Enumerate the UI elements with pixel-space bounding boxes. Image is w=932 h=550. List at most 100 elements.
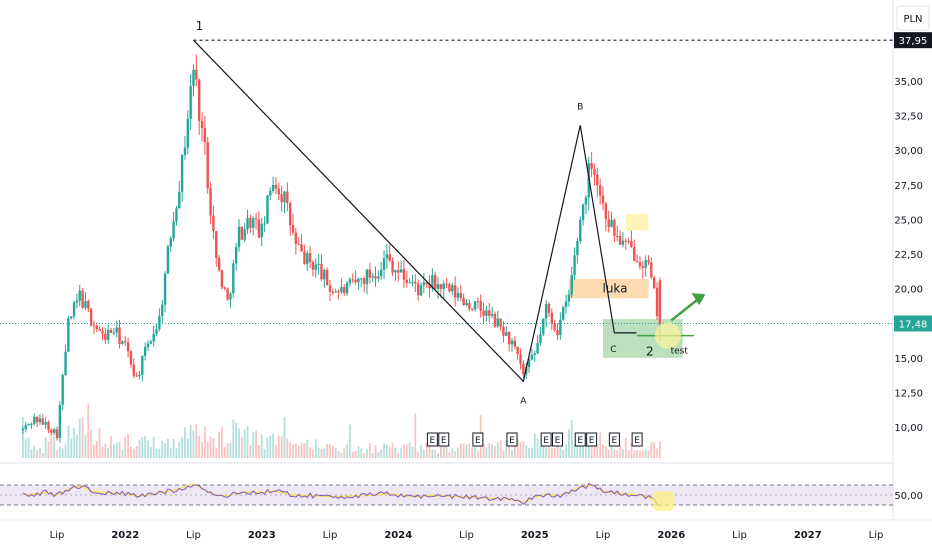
current-price-label[interactable]: 17,48 xyxy=(894,315,932,332)
candle-body xyxy=(172,221,175,239)
volume-bar xyxy=(442,446,445,458)
gap-zone[interactable] xyxy=(568,278,649,299)
earnings-marker[interactable]: E xyxy=(506,432,518,447)
earnings-marker[interactable]: E xyxy=(438,432,450,447)
earnings-marker[interactable]: E xyxy=(574,432,586,447)
volume-bar xyxy=(147,440,149,458)
volume-bar xyxy=(64,443,67,458)
candle-body xyxy=(627,240,630,242)
candle-body xyxy=(70,316,73,319)
candle-body xyxy=(189,85,192,119)
x-tick-label: 2022 xyxy=(111,530,139,541)
volume-bar xyxy=(414,413,417,458)
resistance-zone[interactable] xyxy=(625,213,649,231)
volume-bar xyxy=(340,453,343,458)
volume-bar xyxy=(337,451,340,458)
wave-lines[interactable] xyxy=(193,39,615,383)
volume-bar xyxy=(258,444,260,458)
candle-body xyxy=(243,229,246,240)
volume-bar xyxy=(21,417,24,458)
candle-body xyxy=(635,261,639,263)
candle-body xyxy=(129,351,133,365)
candle-body xyxy=(368,269,372,278)
earnings-marker-label: E xyxy=(634,436,640,446)
volume-bar xyxy=(289,442,292,458)
volume-bar xyxy=(44,437,47,458)
candle-body xyxy=(323,269,326,280)
earnings-marker[interactable]: E xyxy=(426,432,438,447)
earnings-marker[interactable]: E xyxy=(586,432,598,447)
candle-body xyxy=(166,246,170,274)
volume-bar xyxy=(357,446,360,458)
candle-body xyxy=(479,301,482,311)
x-tick-label: 2027 xyxy=(794,530,822,541)
volume-bar xyxy=(639,450,641,458)
volume-bar xyxy=(277,435,280,458)
candle-body xyxy=(473,301,477,310)
volume-bar xyxy=(656,448,658,458)
candle-body xyxy=(331,291,335,293)
volume-bar xyxy=(223,446,226,458)
candle-body xyxy=(175,208,178,222)
volume-bar xyxy=(499,440,502,458)
volume-bar xyxy=(252,432,255,458)
candle-body xyxy=(155,329,158,334)
candle-body xyxy=(109,329,113,334)
candle-body xyxy=(84,301,87,308)
volume-bar xyxy=(548,447,550,458)
candle-body xyxy=(41,418,44,425)
volume-bar xyxy=(30,449,33,458)
x-tick-label: Lip xyxy=(732,530,747,541)
volume-bar xyxy=(343,448,346,458)
volume-bar xyxy=(624,438,627,458)
volume-bar xyxy=(454,451,457,458)
candle-body xyxy=(516,346,519,355)
volume-bar xyxy=(459,443,462,458)
earnings-marker[interactable]: E xyxy=(540,432,552,447)
y-tick-label: 35,00 xyxy=(894,77,923,88)
volume-bar xyxy=(368,442,371,458)
candle-body xyxy=(143,347,147,356)
x-tick-label: 2023 xyxy=(248,530,276,541)
earnings-marker[interactable]: E xyxy=(472,432,484,447)
candle-body xyxy=(451,285,454,292)
candle-body xyxy=(354,279,357,283)
candle-body xyxy=(92,325,96,327)
y-tick-label: 10,00 xyxy=(894,423,923,434)
volume-bar xyxy=(431,449,434,458)
volume-bar xyxy=(539,446,542,458)
bullish-arrow-head[interactable] xyxy=(691,293,706,306)
candle-body xyxy=(507,331,511,345)
volume-bar xyxy=(474,446,476,458)
candle-body xyxy=(337,291,340,293)
volume-bar xyxy=(428,442,431,458)
candle-body xyxy=(106,329,110,340)
candle-body xyxy=(209,188,212,216)
candle-body xyxy=(252,218,255,228)
candle-body xyxy=(408,282,411,284)
earnings-marker[interactable]: E xyxy=(552,432,563,447)
candle-body xyxy=(419,285,423,296)
volume-bar xyxy=(167,438,169,458)
candle-body xyxy=(652,277,656,288)
candle-body xyxy=(348,279,352,283)
candle-body xyxy=(519,354,522,364)
currency-label[interactable]: PLN xyxy=(896,5,930,31)
candle-body xyxy=(98,329,101,331)
candle-body xyxy=(453,285,457,298)
test-label: test xyxy=(671,346,689,356)
volume-bar xyxy=(604,446,607,458)
candle-body xyxy=(496,318,499,327)
earnings-marker[interactable]: E xyxy=(608,432,620,447)
volume-bar xyxy=(599,432,602,458)
y-tick-label: 32,50 xyxy=(894,112,923,123)
earnings-marker[interactable]: E xyxy=(631,432,643,447)
candle-body xyxy=(206,142,209,189)
volume-bar xyxy=(607,449,610,458)
high-price-label[interactable]: 37,95 xyxy=(894,32,932,49)
volume-bar xyxy=(36,450,38,458)
volume-bar xyxy=(485,447,488,458)
volume-bar xyxy=(633,450,636,458)
gap-label: luka xyxy=(602,282,627,296)
